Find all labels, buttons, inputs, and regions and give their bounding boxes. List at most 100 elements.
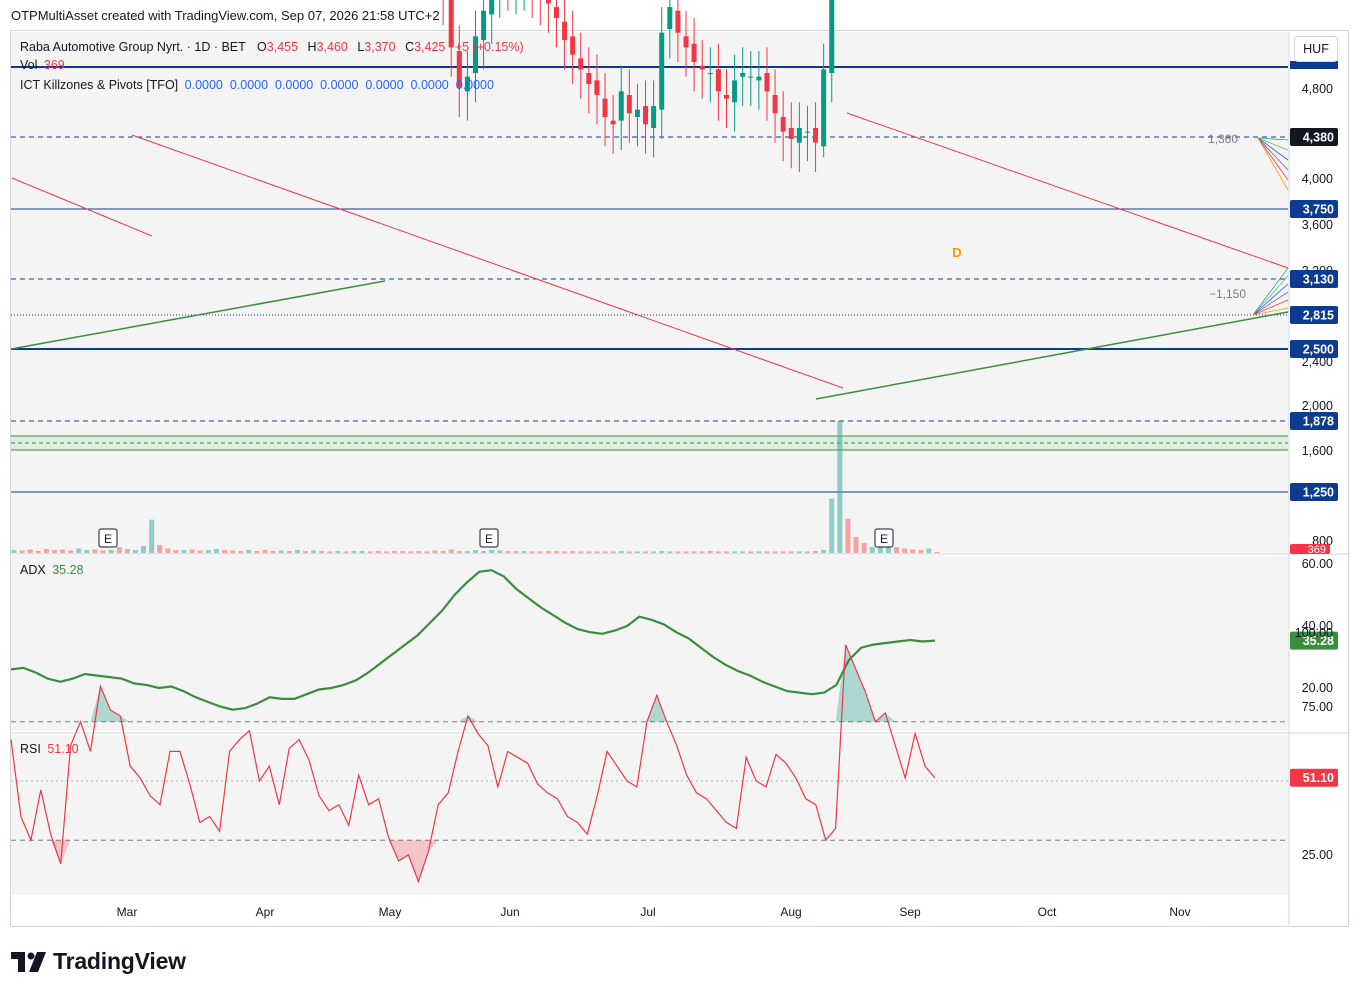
price-tick-label: 4,800 <box>1302 82 1333 96</box>
candle-body <box>562 21 568 41</box>
ict-label: ICT Killzones & Pivots [TFO] <box>20 78 179 92</box>
volume-bar <box>829 498 835 553</box>
volume-bar <box>319 550 325 553</box>
price-tick-label: 2,000 <box>1302 399 1333 413</box>
x-tick-label: May <box>379 905 402 919</box>
symbol-legend: Raba Automotive Group Nyrt. · 1D · BET O… <box>20 40 524 54</box>
volume-bar <box>222 549 228 553</box>
volume-bar <box>521 550 527 553</box>
candle-body <box>707 73 713 75</box>
volume-bar <box>481 550 487 553</box>
volume-bar <box>691 551 697 553</box>
candle-body <box>691 43 697 63</box>
x-tick-label: Nov <box>1169 905 1190 919</box>
rsi-tick-label: 100.00 <box>1295 626 1333 640</box>
tradingview-logo-icon <box>11 951 46 972</box>
volume-bar <box>545 550 551 553</box>
x-tick-label: Jun <box>500 905 519 919</box>
volume-bar <box>230 550 236 553</box>
adx-pane-bg <box>11 556 1288 731</box>
adx-value: 35.28 <box>52 563 84 577</box>
volume-bar <box>359 550 365 553</box>
volume-bar <box>189 549 195 553</box>
fan-line <box>1252 275 1289 316</box>
volume-bar <box>92 549 98 553</box>
vol-value: 369 <box>43 58 65 72</box>
volume-bar <box>699 551 705 553</box>
volume-bar <box>489 549 495 553</box>
adx-badge <box>1290 631 1338 650</box>
volume-bar <box>157 544 163 553</box>
volume-bar <box>473 549 478 553</box>
candle-body <box>772 95 778 114</box>
x-tick-label: Aug <box>780 905 801 919</box>
volume-bar <box>853 536 859 553</box>
candle-body <box>489 0 495 15</box>
trendline-up-1 <box>10 280 386 350</box>
candle-body <box>545 0 551 4</box>
candle-body <box>570 36 576 55</box>
adx-tick-label: 40.00 <box>1302 619 1333 633</box>
volume-bar <box>610 551 616 553</box>
price-badge <box>1290 200 1338 218</box>
candle-body <box>675 10 681 33</box>
ict-values: 0.0000 0.0000 0.0000 0.0000 0.0000 0.000… <box>184 78 494 92</box>
volume-badge <box>1290 544 1330 554</box>
volume-bar <box>821 549 827 553</box>
adx-badge-label: 35.28 <box>1303 634 1334 648</box>
volume-bar <box>367 551 373 553</box>
volume-bar <box>934 551 940 553</box>
adx-tick-label: 60.00 <box>1302 557 1333 571</box>
volume-bar <box>570 550 576 553</box>
volume-bar <box>902 548 908 553</box>
candle-body <box>804 131 810 133</box>
candle-body <box>659 32 665 110</box>
volume-bar <box>594 551 600 553</box>
tradingview-logo[interactable]: TradingView <box>11 948 186 975</box>
candle-body <box>723 95 729 99</box>
price-tick-label: 1,600 <box>1302 444 1333 458</box>
x-tick-label: Jul <box>640 905 655 919</box>
volume-bar <box>626 551 632 553</box>
rsi-label: RSI <box>20 742 41 756</box>
price-tick-label: 2,400 <box>1302 355 1333 369</box>
volume-bar <box>262 549 268 553</box>
symbol-title: Raba Automotive Group Nyrt. · 1D · BET <box>20 40 246 54</box>
volume-bar <box>659 550 665 553</box>
candle-body <box>634 109 640 117</box>
volume-bar <box>392 550 398 553</box>
candle-body <box>610 120 616 125</box>
annotation-label: −1,150 <box>1209 287 1246 301</box>
rsi-line <box>10 644 936 884</box>
candle-body <box>473 36 478 74</box>
trendline-up-2 <box>815 311 1289 400</box>
x-tick-label: Apr <box>256 905 275 919</box>
fan-line <box>1257 137 1289 141</box>
candle-body <box>456 51 462 88</box>
volume-bar <box>748 551 754 553</box>
low-value: 3,370 <box>364 40 396 54</box>
price-tick-label: 4,000 <box>1302 172 1333 186</box>
candle-body <box>464 76 470 92</box>
low-label: L <box>357 40 365 54</box>
fan-line <box>1257 137 1289 171</box>
adx-line <box>10 569 936 711</box>
candle-body <box>594 80 600 95</box>
fan-line <box>1257 137 1289 191</box>
volume-bar <box>537 551 543 553</box>
volume-bar <box>76 548 82 553</box>
volume-bar <box>723 551 729 553</box>
volume-bar <box>885 545 891 553</box>
volume-bar <box>837 421 843 553</box>
volume-bar <box>464 550 470 553</box>
earnings-marker-label: E <box>104 532 112 546</box>
fan-line <box>1252 307 1289 316</box>
volume-bar <box>440 550 446 553</box>
rsi-overbought-fill <box>11 644 935 722</box>
candle-body <box>643 105 649 125</box>
volume-bar <box>780 551 786 553</box>
currency-scale-button[interactable]: HUF <box>1294 36 1338 62</box>
volume-bar <box>675 551 681 553</box>
rsi-badge-label: 51.10 <box>1303 771 1334 785</box>
